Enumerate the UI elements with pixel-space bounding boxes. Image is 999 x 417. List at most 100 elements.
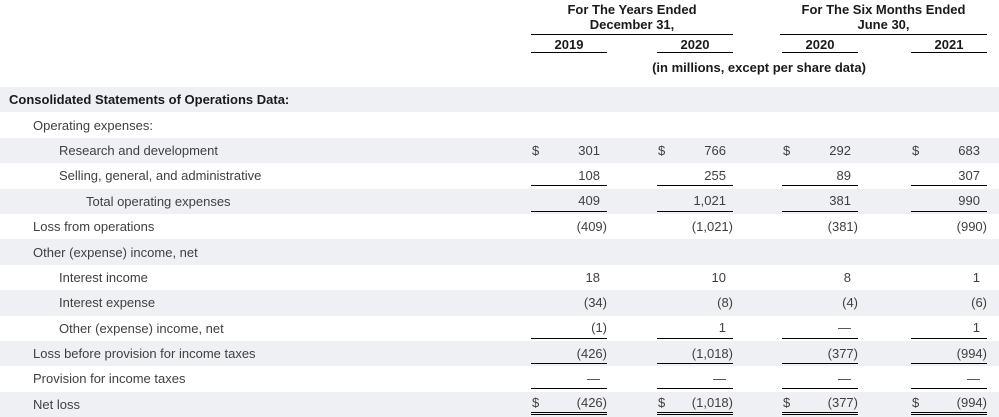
value: — <box>587 370 600 386</box>
row-label: Total operating expenses <box>86 193 231 209</box>
row-label: Other (expense) income, net <box>33 244 198 260</box>
value-cell: $ (377) <box>782 394 858 415</box>
column-gap <box>858 163 911 188</box>
column-gap <box>733 290 782 315</box>
value: (426) <box>576 345 607 361</box>
row-label: Interest expense <box>59 295 156 311</box>
value-cell: $766 <box>657 140 733 161</box>
value: (8) <box>717 295 733 311</box>
value-cell: 409 <box>531 191 607 212</box>
column-gap <box>858 392 911 417</box>
table-row: Net loss $ (426) $ (1,018) $ (377) $ (994) <box>0 391 999 417</box>
period-group-six-months-ended: For The Six Months Ended June 30, <box>780 2 987 35</box>
value: (1) <box>591 320 607 336</box>
value: — <box>838 370 851 386</box>
table-row: Consolidated Statements of Operations Da… <box>0 87 999 113</box>
value: 89 <box>836 167 851 183</box>
column-gap <box>607 189 657 214</box>
column-gap <box>607 392 657 417</box>
value: (381) <box>827 219 858 235</box>
value-cell: (381) <box>782 216 858 237</box>
table-row: Provision for income taxes — — — — <box>0 366 999 391</box>
value-cell: $301 <box>531 140 607 161</box>
value-cell: 10 <box>657 267 733 288</box>
value-cell: 1 <box>911 318 987 339</box>
value-cell: 108 <box>531 165 607 187</box>
value-cell: $ (426) <box>531 394 607 415</box>
dollar-sign: $ <box>658 142 666 158</box>
value-cell: — <box>531 368 607 390</box>
value: (1,018) <box>691 395 733 411</box>
units-note: (in millions, except per share data) <box>652 60 866 75</box>
table-row: Interest expense (34) (8) (4) (6) <box>0 290 999 316</box>
value: 766 <box>704 142 726 158</box>
table-header: For The Years Ended December 31, For The… <box>0 0 999 87</box>
value: — <box>838 320 851 336</box>
value: 10 <box>711 269 726 285</box>
table-row: Other (expense) income, net <box>0 239 999 265</box>
value: (426) <box>576 395 607 411</box>
value: 8 <box>843 269 851 285</box>
section-title: Consolidated Statements of Operations Da… <box>9 92 290 108</box>
dollar-sign: $ <box>532 395 540 411</box>
dollar-sign: $ <box>532 142 540 158</box>
column-gap <box>607 163 657 188</box>
table-row: Research and development $301 $766 $292 … <box>0 137 999 164</box>
column-gap <box>607 290 657 315</box>
column-gap <box>733 163 782 188</box>
table-row: Selling, general, and administrative 108… <box>0 163 999 188</box>
value-cell: 1 <box>911 267 987 288</box>
value: (1,018) <box>691 345 733 361</box>
period-group-years-ended: For The Years Ended December 31, <box>531 2 733 35</box>
value-cell: 990 <box>911 191 987 212</box>
value-cell: $ (994) <box>911 394 987 415</box>
value: 381 <box>829 193 851 209</box>
value-cell: (1) <box>531 318 607 339</box>
table-row: Loss before provision for income taxes (… <box>0 340 999 367</box>
value-cell: $292 <box>782 140 858 161</box>
column-gap <box>858 265 911 290</box>
value: 990 <box>958 193 980 209</box>
value-cell: 381 <box>782 191 858 212</box>
column-gap <box>607 366 657 391</box>
column-gap <box>733 138 782 163</box>
column-gap <box>733 341 782 366</box>
value-cell: (6) <box>911 292 987 313</box>
value: — <box>967 370 980 386</box>
value: 1,021 <box>693 193 726 209</box>
value: 683 <box>958 142 980 158</box>
column-gap <box>858 214 911 239</box>
row-label: Net loss <box>33 396 80 412</box>
column-gap <box>858 341 911 366</box>
column-header-6m2021: 2021 <box>911 37 987 53</box>
value-cell: 18 <box>531 267 607 288</box>
column-gap <box>733 189 782 214</box>
value: 108 <box>578 167 600 183</box>
value: (4) <box>842 295 858 311</box>
value-cell: — <box>782 368 858 390</box>
value-cell: — <box>782 318 858 339</box>
value-cell: 255 <box>657 165 733 187</box>
row-label: Operating expenses: <box>33 117 153 133</box>
value-cell: (8) <box>657 292 733 313</box>
column-gap <box>733 214 782 239</box>
dollar-sign: $ <box>912 142 920 158</box>
column-gap <box>858 138 911 163</box>
value-cell: (1,018) <box>657 343 733 365</box>
value: (994) <box>956 345 987 361</box>
column-header-6m2020: 2020 <box>782 37 858 53</box>
table-row: Total operating expenses 409 1,021 381 9… <box>0 188 999 214</box>
value: (377) <box>827 345 858 361</box>
row-label: Provision for income taxes <box>33 371 186 387</box>
column-gap <box>858 290 911 315</box>
group1-title-line2: December 31, <box>589 17 675 32</box>
value: (994) <box>956 395 987 411</box>
value-cell: $683 <box>911 140 987 161</box>
dollar-sign: $ <box>658 395 666 411</box>
value: 255 <box>704 167 726 183</box>
group2-title-line2: June 30, <box>857 17 910 32</box>
value: (377) <box>827 395 858 411</box>
value: (6) <box>971 295 987 311</box>
column-header-fy2019: 2019 <box>531 37 607 53</box>
column-gap <box>733 366 782 391</box>
